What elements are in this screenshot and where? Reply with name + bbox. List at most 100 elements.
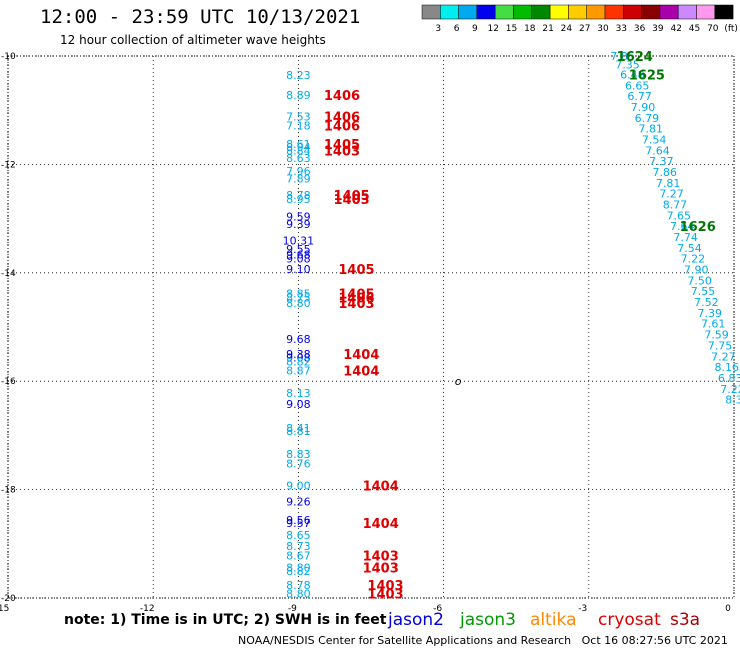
- pass-number-label: 1625: [629, 68, 665, 83]
- colorbar-swatch: [696, 4, 716, 20]
- colorbar-swatch: [641, 4, 661, 20]
- wave-height-value: 7.86: [653, 166, 678, 179]
- pass-number-label: 1404: [343, 348, 379, 363]
- wave-height-value: 8.94: [286, 141, 311, 154]
- pass-number-label: 1403: [363, 562, 399, 577]
- wave-height-value: 8.81: [286, 425, 311, 438]
- wave-height-value: 9.39: [286, 218, 311, 231]
- satellite-legend-jason2: jason2: [388, 610, 444, 630]
- colorbar-label: (ft): [724, 24, 738, 34]
- pass-number-label: 1406: [324, 111, 360, 126]
- wave-height-value: 9.08: [286, 351, 311, 364]
- wave-height-value: 7.90: [684, 264, 709, 277]
- pass-number-label: 1406: [324, 119, 360, 134]
- colorbar-label: 18: [524, 24, 536, 34]
- wave-height-value: 7.65: [667, 209, 692, 222]
- colorbar-legend: 3 6 9 12 15 18 21 24 27 30 33 36 39 42 45 70 (ft): [421, 4, 738, 34]
- colorbar-swatch: [531, 4, 551, 20]
- pass-labels: 1406140614061405140314051403140514051406…: [324, 50, 716, 603]
- wave-height-value: 6.77: [627, 90, 652, 103]
- wave-height-value: 7.50: [687, 274, 712, 287]
- colorbar-swatch: [568, 4, 587, 20]
- footnote: note: 1) Time is in UTC; 2) SWH is in fe…: [64, 612, 387, 628]
- y-tick-label: -12: [1, 160, 16, 170]
- wave-height-value: 7.89: [286, 172, 311, 185]
- page-subtitle: 12 hour collection of altimeter wave hei…: [60, 33, 326, 47]
- wave-height-value: 7.75: [708, 339, 733, 352]
- colorbar-swatch: [476, 4, 496, 20]
- wave-height-value: 8.82: [286, 356, 311, 369]
- wave-height-value: 7.22: [720, 383, 740, 396]
- pass-number-label: 1403: [367, 579, 403, 594]
- satellite-legend-altika: altika: [530, 610, 577, 630]
- colorbar-label: 9: [472, 24, 478, 34]
- colorbar-swatch: [440, 4, 459, 20]
- wave-height-value: 6.83: [718, 372, 740, 385]
- satellite-legend-s3a: s3a: [670, 610, 701, 630]
- satellite-legend-jason3: jason3: [460, 610, 516, 630]
- wave-height-value: 8.23: [286, 69, 311, 82]
- wave-height-value: 9.08: [286, 398, 311, 411]
- y-tick-label: -20: [1, 594, 16, 604]
- wave-height-value: 9.26: [286, 496, 311, 509]
- wave-height-value: 7.54: [642, 133, 667, 146]
- wave-height-value: 8.84: [286, 144, 311, 157]
- wave-height-value: 8.85: [286, 287, 311, 300]
- pass-number-label: 1403: [363, 550, 399, 565]
- pass-number-label: 1624: [617, 50, 653, 65]
- colorbar-label: 27: [579, 24, 590, 34]
- pass-number-label: 1404: [363, 517, 399, 532]
- page-title: 12:00 - 23:59 UTC 10/13/2021: [40, 6, 361, 28]
- satellite-legend-cryosat: cryosat: [598, 610, 661, 630]
- wave-height-value: 8.77: [663, 199, 688, 212]
- colorbar-swatch: [549, 4, 569, 20]
- wave-height-value: 7.64: [645, 144, 670, 157]
- wave-height-value: 10.31: [283, 234, 315, 247]
- y-tick-labels: -10 -12 -14 -16 -18 -20: [1, 52, 16, 604]
- wave-height-value: 7.90: [631, 101, 656, 114]
- wave-height-value: 8.65: [286, 529, 311, 542]
- pass-number-label: 1403: [334, 193, 370, 208]
- wave-height-value: 7.37: [649, 155, 674, 168]
- wave-height-value: 7.22: [681, 253, 706, 266]
- colorbar-label: 33: [616, 24, 627, 34]
- x-tick-label: -12: [140, 604, 155, 614]
- x-tick-label: -9: [288, 604, 297, 614]
- colorbar-swatch: [513, 4, 533, 20]
- colorbar-label: 12: [487, 24, 498, 34]
- wave-height-value: 9.68: [286, 333, 311, 346]
- colorbar-label: 6: [454, 24, 460, 34]
- x-tick-label: -3: [578, 604, 587, 614]
- wave-height-value: 8.67: [286, 550, 311, 563]
- wave-height-value: 7.35: [615, 59, 640, 72]
- wave-height-value: 9.56: [286, 514, 311, 527]
- wave-height-value: 8.80: [286, 562, 311, 575]
- wave-height-value: 8.80: [286, 588, 311, 601]
- wave-height-value: 9.38: [286, 348, 311, 361]
- colorbar-swatch: [623, 4, 642, 20]
- colorbar-swatch: [494, 4, 514, 20]
- y-tick-label: -16: [1, 377, 16, 387]
- colorbar-label: 30: [597, 24, 609, 34]
- wave-height-value: 8.80: [286, 297, 311, 310]
- plot-frame: [7, 55, 735, 599]
- wave-height-value: 8.95: [286, 193, 311, 206]
- pass-number-label: 1405: [338, 263, 374, 278]
- wave-height-value: 7.39: [698, 307, 723, 320]
- colorbar-label: 15: [506, 24, 517, 34]
- wave-height-value: 7.27: [659, 188, 684, 201]
- wave-height-value: 7.85: [610, 50, 635, 63]
- wave-height-value: 7.74: [673, 231, 698, 244]
- colorbar-label: 39: [652, 24, 664, 34]
- colorbar-swatch: [714, 4, 734, 20]
- colorbar-label: 24: [561, 24, 573, 34]
- wave-height-value: 6.79: [635, 112, 660, 125]
- colorbar-swatch: [677, 4, 697, 20]
- wave-height-value: 8.82: [286, 565, 311, 578]
- credit-line: NOAA/NESDIS Center for Satellite Applica…: [238, 634, 728, 647]
- wave-height-value: 9.08: [286, 253, 311, 266]
- pass-number-label: 1403: [324, 144, 360, 159]
- wave-height-value: 7.54: [677, 242, 702, 255]
- colorbar-label: 3: [435, 24, 441, 34]
